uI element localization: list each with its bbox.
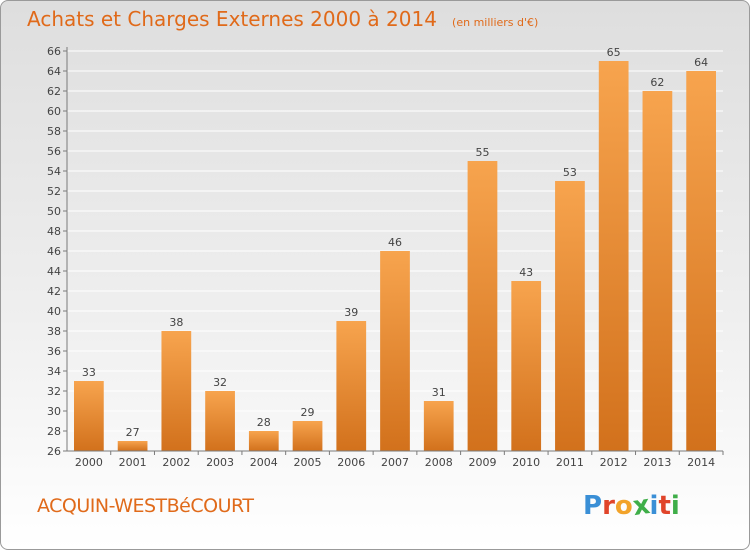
bar bbox=[380, 251, 410, 451]
y-tick-label: 36 bbox=[47, 345, 61, 358]
logo-letter: i bbox=[649, 491, 659, 521]
bar bbox=[73, 381, 104, 451]
x-tick-label: 2001 bbox=[119, 456, 147, 469]
x-tick-label: 2014 bbox=[687, 456, 715, 469]
title-row: Achats et Charges Externes 2000 à 2014 (… bbox=[27, 7, 538, 31]
data-label: 55 bbox=[475, 146, 489, 159]
x-tick-label: 2011 bbox=[556, 456, 584, 469]
logo-letter: r bbox=[602, 491, 615, 521]
data-label: 46 bbox=[388, 236, 402, 249]
logo-letter: o bbox=[614, 491, 633, 521]
proxiti-logo[interactable]: Proxiti bbox=[583, 489, 680, 523]
x-tick-label: 2000 bbox=[75, 456, 103, 469]
x-tick-label: 2008 bbox=[425, 456, 453, 469]
data-label: 65 bbox=[607, 46, 621, 59]
data-label: 64 bbox=[694, 56, 708, 69]
x-tick-label: 2009 bbox=[468, 456, 496, 469]
x-tick-label: 2006 bbox=[337, 456, 365, 469]
y-tick-label: 48 bbox=[47, 225, 61, 238]
bar bbox=[467, 161, 498, 451]
bar bbox=[161, 331, 192, 451]
y-tick-label: 64 bbox=[47, 65, 61, 78]
x-tick-label: 2010 bbox=[512, 456, 540, 469]
y-tick-label: 60 bbox=[47, 105, 61, 118]
logo-letter: P bbox=[583, 491, 603, 521]
logo-letter: i bbox=[670, 491, 680, 521]
data-label: 33 bbox=[82, 366, 96, 379]
y-tick-label: 58 bbox=[47, 125, 61, 138]
y-tick-label: 38 bbox=[47, 325, 61, 338]
commune-name: ACQUIN-WESTBéCOURT bbox=[37, 495, 254, 517]
y-tick-label: 28 bbox=[47, 425, 61, 438]
chart-title: Achats et Charges Externes 2000 à 2014 bbox=[27, 7, 437, 31]
axes bbox=[66, 47, 723, 452]
y-tick-label: 30 bbox=[47, 405, 61, 418]
data-label: 62 bbox=[650, 76, 664, 89]
x-tick-label: 2005 bbox=[294, 456, 322, 469]
x-tick-label: 2002 bbox=[162, 456, 190, 469]
x-tick-label: 2003 bbox=[206, 456, 234, 469]
y-axis-ticks: 26 28 30 32 34 36 38 40 42 44 46 48 50 52 54 56 58 60 62 64… bbox=[47, 45, 67, 458]
bar bbox=[642, 91, 673, 451]
y-tick-label: 44 bbox=[47, 265, 61, 278]
y-tick-label: 54 bbox=[47, 165, 61, 178]
y-tick-label: 46 bbox=[47, 245, 61, 258]
bar bbox=[336, 321, 367, 451]
data-label: 28 bbox=[257, 416, 271, 429]
x-tick-label: 2004 bbox=[250, 456, 278, 469]
x-tick-label: 2012 bbox=[600, 456, 628, 469]
bar bbox=[292, 421, 323, 451]
data-label: 32 bbox=[213, 376, 227, 389]
bar bbox=[117, 441, 148, 451]
data-labels: 33 27 38 32 28 29 39 46 31 55 43 53 65 62 64 bbox=[82, 46, 708, 439]
bar bbox=[205, 391, 235, 451]
bars bbox=[73, 61, 717, 451]
data-label: 39 bbox=[344, 306, 358, 319]
y-tick-label: 34 bbox=[47, 365, 61, 378]
y-tick-label: 66 bbox=[47, 45, 61, 58]
logo-letter: t bbox=[658, 491, 671, 521]
bar bbox=[511, 281, 542, 451]
data-label: 29 bbox=[301, 406, 315, 419]
y-tick-label: 62 bbox=[47, 85, 61, 98]
chart-subtitle: (en milliers d'€) bbox=[452, 16, 539, 29]
bar bbox=[686, 71, 717, 451]
y-tick-label: 50 bbox=[47, 205, 61, 218]
y-tick-label: 56 bbox=[47, 145, 61, 158]
y-tick-label: 32 bbox=[47, 385, 61, 398]
bar bbox=[598, 61, 629, 451]
logo-letter: x bbox=[630, 489, 652, 523]
data-label: 43 bbox=[519, 266, 533, 279]
bar bbox=[248, 431, 279, 451]
y-tick-label: 40 bbox=[47, 305, 61, 318]
y-tick-label: 26 bbox=[47, 445, 61, 458]
bar bbox=[555, 181, 585, 451]
x-tick-label: 2013 bbox=[643, 456, 671, 469]
data-label: 53 bbox=[563, 166, 577, 179]
x-tick-label: 2007 bbox=[381, 456, 409, 469]
y-tick-label: 42 bbox=[47, 285, 61, 298]
data-label: 31 bbox=[432, 386, 446, 399]
x-axis-ticks: 2000 2001 2002 2003 2004 2005 2006 2007 2008 2009… bbox=[75, 451, 724, 469]
data-label: 38 bbox=[169, 316, 183, 329]
y-tick-label: 52 bbox=[47, 185, 61, 198]
bar bbox=[423, 401, 454, 451]
data-label: 27 bbox=[126, 426, 140, 439]
